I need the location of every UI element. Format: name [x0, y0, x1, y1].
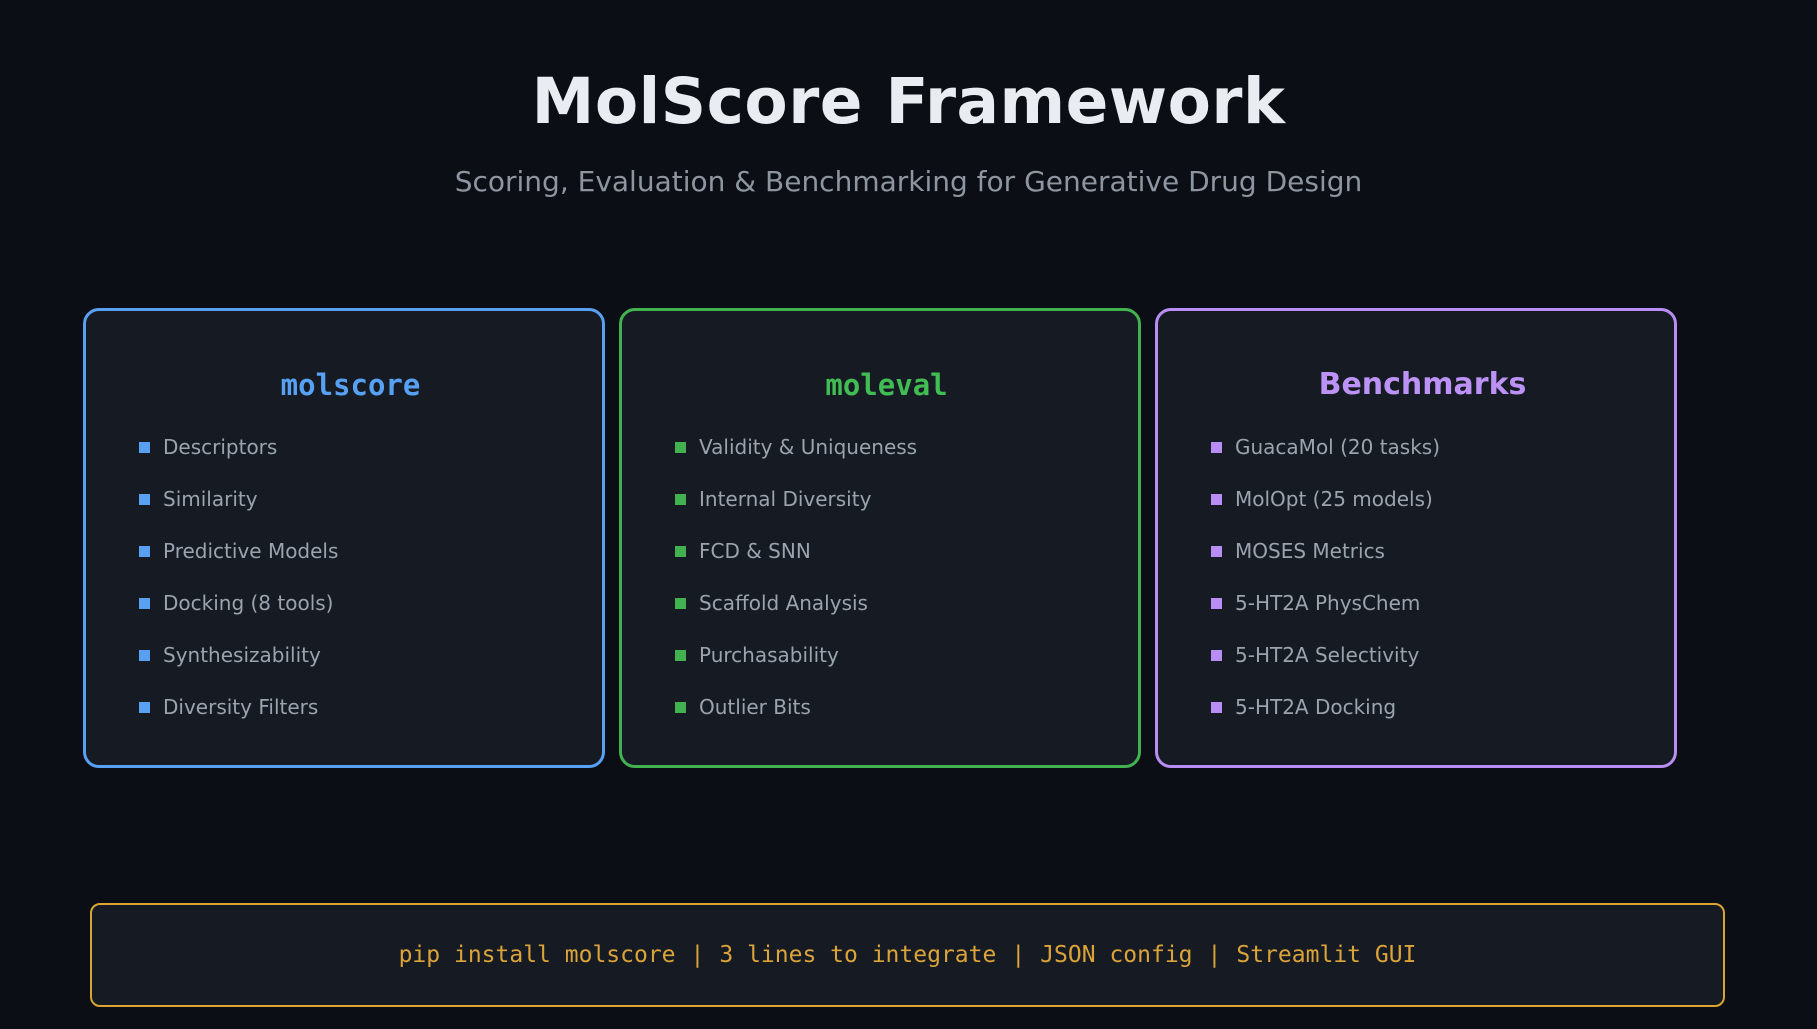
square-bullet-icon	[675, 545, 686, 557]
list-item: FCD & SNN	[675, 525, 1098, 577]
list-item-label: Docking (8 tools)	[163, 591, 334, 615]
list-item-label: MolOpt (25 models)	[1235, 487, 1433, 511]
list-item: MolOpt (25 models)	[1211, 473, 1634, 525]
list-item: Validity & Uniqueness	[675, 421, 1098, 473]
card-moleval: moleval Validity & Uniqueness Internal D…	[619, 308, 1141, 768]
square-bullet-icon	[139, 441, 150, 453]
list-item-label: Synthesizability	[163, 643, 321, 667]
list-item-label: FCD & SNN	[699, 539, 811, 563]
card-moleval-title: moleval	[825, 368, 948, 402]
footer-separator: |	[1207, 942, 1222, 968]
square-bullet-icon	[139, 649, 150, 661]
list-item: MOSES Metrics	[1211, 525, 1634, 577]
list-item: Diversity Filters	[139, 681, 562, 733]
list-item: Purchasability	[675, 629, 1098, 681]
list-item-label: Validity & Uniqueness	[699, 435, 918, 459]
list-item-label: MOSES Metrics	[1235, 539, 1385, 563]
list-item: 5-HT2A PhysChem	[1211, 577, 1634, 629]
list-item-label: 5-HT2A Docking	[1235, 695, 1397, 719]
page-subtitle: Scoring, Evaluation & Benchmarking for G…	[454, 165, 1363, 198]
square-bullet-icon	[1211, 493, 1222, 505]
list-item: Similarity	[139, 473, 562, 525]
list-item: GuacaMol (20 tasks)	[1211, 421, 1634, 473]
list-item-label: Similarity	[163, 487, 258, 511]
footer-separator: |	[690, 942, 705, 968]
list-item: Descriptors	[139, 421, 562, 473]
list-item: Outlier Bits	[675, 681, 1098, 733]
list-item-label: Scaffold Analysis	[699, 591, 868, 615]
list-item: Synthesizability	[139, 629, 562, 681]
square-bullet-icon	[139, 701, 150, 713]
square-bullet-icon	[1211, 597, 1222, 609]
square-bullet-icon	[1211, 701, 1222, 713]
card-molscore: molscore Descriptors Similarity Predicti…	[83, 308, 605, 768]
footer-item: Streamlit GUI	[1236, 942, 1417, 968]
list-item-label: Purchasability	[699, 643, 839, 667]
list-item-label: 5-HT2A PhysChem	[1235, 591, 1421, 615]
list-item-label: GuacaMol (20 tasks)	[1235, 435, 1441, 459]
list-item: Internal Diversity	[675, 473, 1098, 525]
square-bullet-icon	[1211, 545, 1222, 557]
square-bullet-icon	[675, 441, 686, 453]
square-bullet-icon	[675, 493, 686, 505]
list-item-label: 5-HT2A Selectivity	[1235, 643, 1420, 667]
card-molscore-list: Descriptors Similarity Predictive Models…	[139, 421, 562, 733]
square-bullet-icon	[139, 493, 150, 505]
square-bullet-icon	[1211, 649, 1222, 661]
page-title: MolScore Framework	[531, 65, 1286, 138]
card-benchmarks-list: GuacaMol (20 tasks) MolOpt (25 models) M…	[1211, 421, 1634, 733]
list-item: 5-HT2A Selectivity	[1211, 629, 1634, 681]
list-item-label: Predictive Models	[163, 539, 339, 563]
list-item: Docking (8 tools)	[139, 577, 562, 629]
list-item-label: Internal Diversity	[699, 487, 872, 511]
square-bullet-icon	[675, 597, 686, 609]
square-bullet-icon	[675, 649, 686, 661]
square-bullet-icon	[1211, 441, 1222, 453]
footer-item: JSON config	[1040, 942, 1193, 968]
card-molscore-title: molscore	[280, 368, 421, 402]
list-item-label: Diversity Filters	[163, 695, 319, 719]
footer-banner: pip install molscore | 3 lines to integrat…	[90, 903, 1725, 1007]
footer-separator: |	[1011, 942, 1026, 968]
square-bullet-icon	[139, 597, 150, 609]
square-bullet-icon	[675, 701, 686, 713]
list-item-label: Descriptors	[163, 435, 278, 459]
card-benchmarks: Benchmarks GuacaMol (20 tasks) MolOpt (2…	[1155, 308, 1677, 768]
footer-item: 3 lines to integrate	[719, 942, 997, 968]
list-item: Predictive Models	[139, 525, 562, 577]
list-item-label: Outlier Bits	[699, 695, 811, 719]
list-item: Scaffold Analysis	[675, 577, 1098, 629]
list-item: 5-HT2A Docking	[1211, 681, 1634, 733]
card-moleval-list: Validity & Uniqueness Internal Diversity…	[675, 421, 1098, 733]
card-benchmarks-title: Benchmarks	[1318, 367, 1527, 402]
footer-item: pip install molscore	[398, 942, 676, 968]
square-bullet-icon	[139, 545, 150, 557]
cards-row: molscore Descriptors Similarity Predicti…	[83, 308, 1677, 768]
